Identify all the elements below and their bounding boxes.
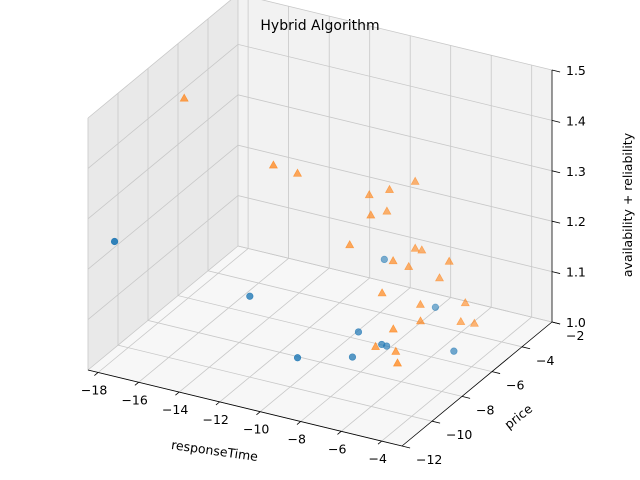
grid-lines bbox=[87, 0, 553, 447]
series-2-point bbox=[415, 299, 425, 308]
x-axis-label: responseTime bbox=[170, 437, 259, 464]
x-tick bbox=[175, 391, 180, 396]
z-tick bbox=[551, 170, 561, 174]
axis-panes bbox=[88, 0, 552, 446]
x-tick-label: −16 bbox=[121, 392, 147, 407]
z-tick-label: 1.2 bbox=[566, 214, 586, 229]
y-tick-label: −4 bbox=[536, 353, 554, 368]
x-tick bbox=[377, 440, 382, 445]
series-2-point bbox=[415, 316, 426, 325]
series-2-point bbox=[345, 239, 355, 249]
series-2-point bbox=[460, 297, 470, 307]
x-tick bbox=[134, 381, 139, 386]
series-2-point bbox=[377, 288, 387, 297]
x-tick bbox=[256, 411, 261, 416]
series-1-point bbox=[246, 292, 254, 300]
z-tick bbox=[551, 271, 561, 274]
series-1-point bbox=[293, 354, 302, 362]
back-pane bbox=[238, 0, 552, 322]
left-pane bbox=[88, 0, 238, 370]
data-points bbox=[110, 93, 479, 367]
series-2-point bbox=[417, 245, 427, 254]
x-tick-label: −4 bbox=[369, 451, 387, 466]
series-1-point bbox=[450, 347, 458, 355]
series-2-point bbox=[410, 176, 420, 185]
series-2-point bbox=[384, 184, 395, 193]
y-tick-label: −6 bbox=[506, 378, 524, 393]
series-2-point bbox=[268, 160, 278, 169]
x-tick bbox=[296, 421, 301, 425]
z-gridline bbox=[87, 245, 553, 371]
series-2-point bbox=[456, 316, 466, 325]
series-2-point bbox=[366, 210, 376, 219]
z-tick bbox=[551, 120, 561, 123]
series-1-point bbox=[348, 353, 357, 361]
series-2-point bbox=[292, 168, 303, 177]
series-1-point bbox=[110, 237, 119, 246]
y-tick bbox=[491, 371, 501, 374]
series-1-point bbox=[354, 328, 363, 336]
z-tick-label: 1.0 bbox=[566, 315, 586, 330]
z-tick bbox=[551, 321, 561, 325]
x-tick bbox=[215, 401, 220, 406]
series-1-point bbox=[383, 342, 391, 350]
series-2-point bbox=[371, 341, 381, 350]
x-tick-label: −12 bbox=[202, 412, 228, 427]
x-tick-label: −8 bbox=[287, 431, 305, 446]
z-gridline bbox=[87, 195, 553, 320]
series-1-point bbox=[380, 255, 388, 264]
x-tick-label: −6 bbox=[328, 441, 346, 456]
x-axis-line bbox=[87, 369, 403, 447]
series-2-point bbox=[364, 189, 374, 199]
series-2-point bbox=[469, 318, 479, 327]
z-tick-label: 1.4 bbox=[566, 113, 586, 128]
z-gridline bbox=[87, 94, 553, 220]
z-gridline bbox=[87, 0, 553, 119]
series-1-point bbox=[431, 303, 440, 311]
series-2-point bbox=[382, 206, 392, 215]
series-2-point bbox=[392, 358, 403, 367]
x-tick-label: −10 bbox=[243, 422, 269, 437]
chart-title: Hybrid Algorithm bbox=[260, 18, 379, 34]
z-axis-label: availability + reliability bbox=[620, 132, 635, 277]
x-tick bbox=[337, 430, 342, 435]
y-axis-line bbox=[401, 321, 553, 447]
y-tick bbox=[521, 346, 531, 350]
x-tick-label: −14 bbox=[162, 402, 188, 417]
y-tick-label: −8 bbox=[476, 402, 494, 417]
series-2-point bbox=[391, 346, 401, 355]
z-gridline bbox=[87, 144, 553, 270]
x-tick bbox=[94, 372, 99, 376]
y-tick bbox=[461, 396, 471, 399]
z-tick-label: 1.5 bbox=[566, 63, 586, 78]
series-2-point bbox=[388, 324, 398, 333]
series-2-point bbox=[179, 93, 189, 102]
series-2-point bbox=[404, 261, 414, 270]
y-tick bbox=[401, 445, 411, 449]
z-tick bbox=[551, 220, 561, 224]
series-2-point bbox=[434, 273, 445, 282]
series-2-point bbox=[388, 255, 398, 265]
x-tick-label: −18 bbox=[81, 382, 107, 397]
z-tick-label: 1.3 bbox=[566, 164, 586, 179]
axis-lines bbox=[87, 69, 561, 449]
z-tick bbox=[551, 69, 561, 73]
y-tick-label: −2 bbox=[566, 328, 584, 343]
tick-labels: −18 −16 −14 −12 −10 −8 −6 −4 −12 −10 −8 −6 −4 −21.0 1.… bbox=[81, 63, 586, 467]
y-axis-label: price bbox=[501, 401, 535, 432]
y-tick bbox=[431, 420, 441, 424]
y-tick-label: −12 bbox=[416, 452, 442, 467]
y-tick-label: −10 bbox=[446, 427, 472, 442]
series-2-point bbox=[410, 243, 420, 252]
z-gridline bbox=[87, 43, 553, 169]
series-2-point bbox=[444, 256, 454, 265]
z-tick-label: 1.1 bbox=[566, 265, 586, 280]
